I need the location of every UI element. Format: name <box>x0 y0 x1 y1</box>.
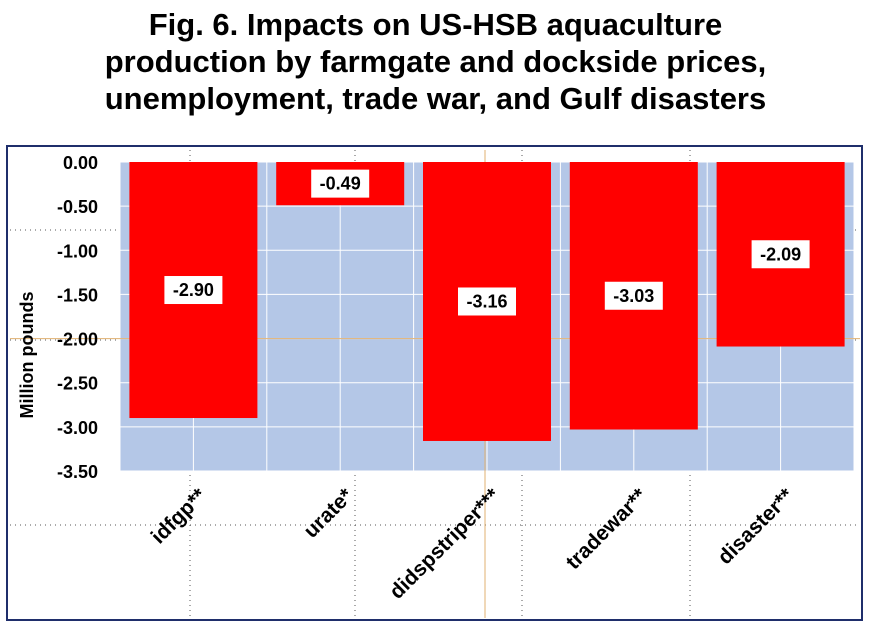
y-tick-label: -3.00 <box>57 418 98 438</box>
chart-title: Fig. 6. Impacts on US-HSB aquaculture pr… <box>0 6 871 117</box>
data-label-1: -0.49 <box>311 169 370 198</box>
data-label-text: -3.03 <box>613 286 654 306</box>
x-category-label: idfgp** <box>147 484 212 549</box>
data-label-text: -0.49 <box>320 174 361 194</box>
y-tick-label: -1.50 <box>57 285 98 305</box>
data-label-text: -2.90 <box>173 280 214 300</box>
data-label-text: -3.16 <box>466 291 507 311</box>
chart-frame <box>6 145 863 621</box>
data-label-2: -3.16 <box>458 287 516 316</box>
data-label-box <box>458 287 516 316</box>
y-tick-label: -1.00 <box>57 241 98 261</box>
y-tick-label: -0.50 <box>57 197 98 217</box>
chart-title-line-3: unemployment, trade war, and Gulf disast… <box>104 81 767 116</box>
data-label-box <box>311 169 370 198</box>
data-label-4: -2.09 <box>751 240 810 269</box>
y-tick-label: -2.00 <box>57 330 98 350</box>
x-axis-categories: idfgp** urate* didspstriper*** tradewar** di… <box>147 484 799 604</box>
y-tick-label: -2.50 <box>57 374 98 394</box>
data-label-text: -2.09 <box>760 244 801 264</box>
y-axis-ticks: 0.00 -0.50 -1.00 -1.50 -2.00 -2.50 -3.00 -3.50 <box>57 153 98 482</box>
chart-title-line-1: Fig. 6. Impacts on US-HSB aquaculture <box>148 7 723 42</box>
bars <box>129 162 845 441</box>
data-label-3: -3.03 <box>604 281 663 310</box>
y-axis-label: Million pounds <box>17 292 37 419</box>
x-category-label: disaster** <box>713 484 798 569</box>
data-label-box <box>604 281 663 310</box>
y-tick-label: -3.50 <box>57 462 98 482</box>
data-label-0: -2.90 <box>164 276 223 305</box>
x-category-label: tradewar** <box>562 484 652 574</box>
y-tick-label: 0.00 <box>63 153 98 173</box>
data-labels: -2.90 -0.49 -3.16 -3.03 -2.09 <box>164 169 810 316</box>
data-label-box <box>164 276 223 305</box>
x-category-label: urate* <box>299 484 358 543</box>
x-category-label: didspstriper*** <box>385 484 505 604</box>
data-label-box <box>751 240 810 269</box>
chart-title-line-2: production by farmgate and dockside pric… <box>104 44 767 79</box>
